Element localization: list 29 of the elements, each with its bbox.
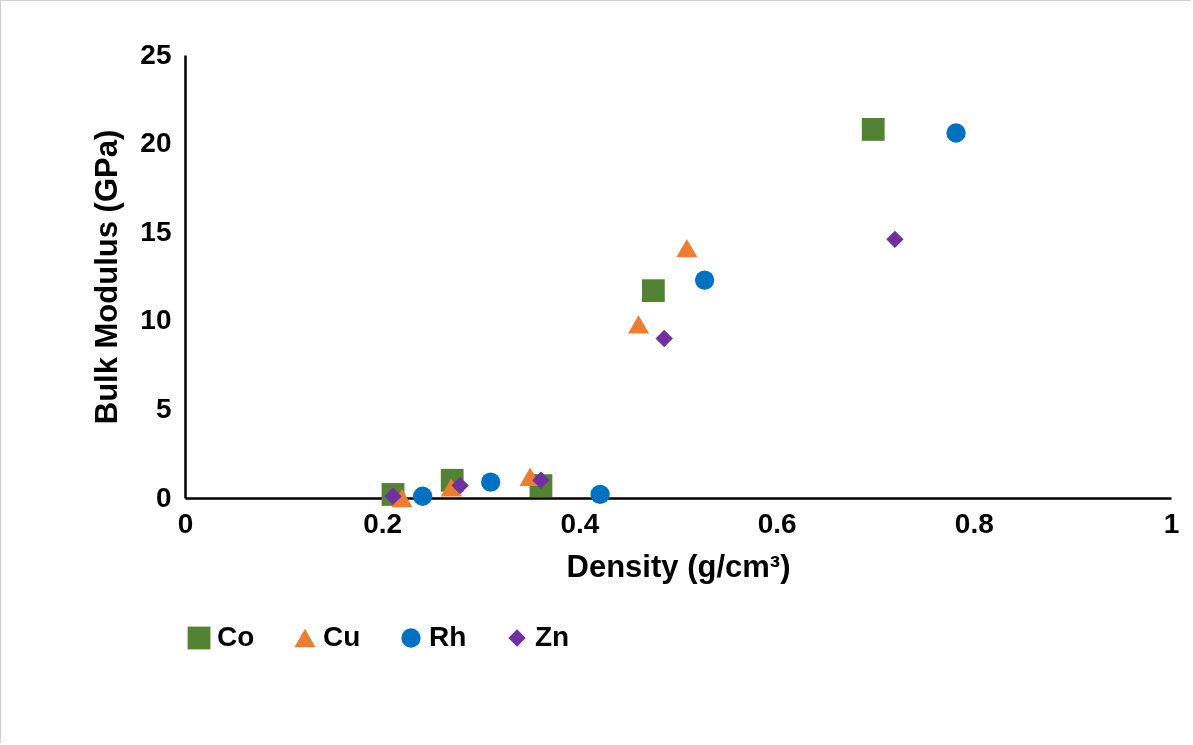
point xyxy=(946,123,966,143)
y-tick-label: 5 xyxy=(155,392,172,424)
legend-label: Cu xyxy=(323,621,361,652)
x-tick-label: 1 xyxy=(1163,507,1180,539)
point xyxy=(641,279,665,303)
x-axis-title: Density (g/cm³) xyxy=(566,548,791,584)
legend-label: Co xyxy=(217,621,255,652)
point xyxy=(481,472,501,492)
y-tick-label: 25 xyxy=(140,38,172,70)
legend-label: Zn xyxy=(535,621,570,652)
legend-label: Rh xyxy=(429,621,467,652)
y-tick-label: 15 xyxy=(140,215,172,247)
point xyxy=(627,315,650,334)
y-tick-label: 10 xyxy=(140,304,172,336)
x-tick-label: 0 xyxy=(177,507,194,539)
point xyxy=(590,484,610,505)
point xyxy=(655,329,673,348)
point xyxy=(886,230,904,248)
y-axis-title: Bulk Modulus (GPa) xyxy=(89,129,125,425)
point xyxy=(676,239,698,258)
x-tick-label: 0.8 xyxy=(954,507,994,539)
x-tick-label: 0.2 xyxy=(363,507,403,539)
point xyxy=(694,270,715,290)
point xyxy=(412,486,433,506)
x-tick-label: 0.4 xyxy=(560,507,600,539)
point xyxy=(861,118,885,141)
y-tick-label: 0 xyxy=(155,481,172,513)
y-tick-label: 20 xyxy=(140,127,172,159)
x-tick-label: 0.6 xyxy=(757,507,797,539)
